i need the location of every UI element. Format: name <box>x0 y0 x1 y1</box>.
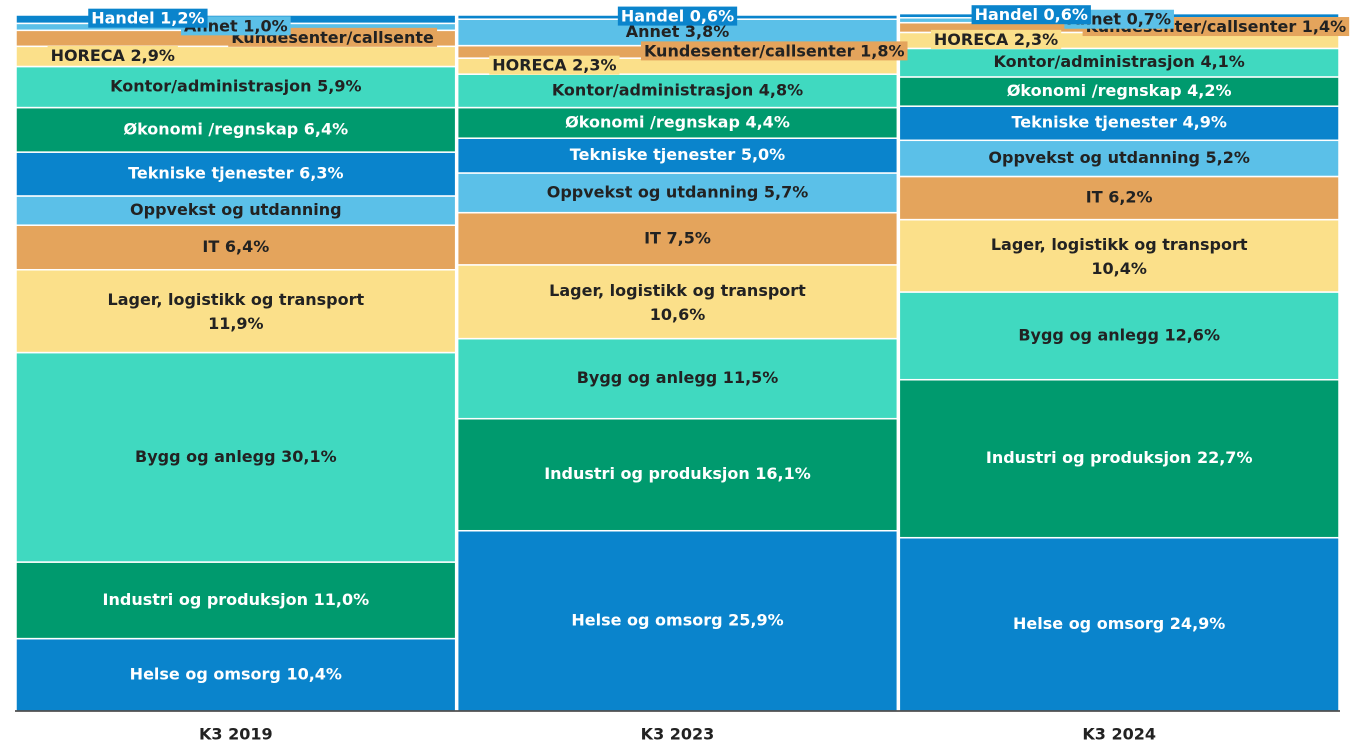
x-tick-label: K3 2023 <box>641 725 715 744</box>
x-tick-label: K3 2024 <box>1082 725 1156 744</box>
bar-segment <box>456 106 899 139</box>
data-label-line: Lager, logistikk og transport <box>549 280 806 299</box>
data-label: Tekniske tjenester 5,0% <box>570 145 785 164</box>
data-label-box <box>181 16 291 36</box>
data-label: Bygg og anlegg 11,5% <box>577 368 779 387</box>
data-label-box <box>489 55 620 75</box>
data-label-box <box>971 5 1091 25</box>
data-label-line: 11,9% <box>208 314 264 333</box>
data-label: Annet 0,7% <box>1067 10 1171 29</box>
bar-segment <box>456 264 899 340</box>
bar-segment <box>456 529 899 712</box>
bar-segment <box>898 76 1340 107</box>
data-label: Industri og produksjon 11,0% <box>103 590 370 609</box>
data-label-box <box>640 41 908 61</box>
data-label: Handel 0,6% <box>975 5 1088 24</box>
data-label: Økonomi /regnskap 4,2% <box>1007 81 1232 100</box>
bar-segment <box>456 137 899 174</box>
bar-segment <box>15 151 457 197</box>
bar-segment <box>15 106 457 153</box>
data-label-line: 10,4% <box>1091 258 1147 277</box>
data-label: IT 6,2% <box>1086 188 1153 207</box>
data-label-box <box>617 6 738 26</box>
bar-segment <box>456 73 899 109</box>
data-label: Industri og produksjon 16,1% <box>544 464 811 483</box>
data-label: Kundesenter/callsenter 1,8% <box>644 41 905 60</box>
data-label-box <box>930 29 1062 49</box>
data-label: Økonomi /regnskap 6,4% <box>123 119 348 138</box>
x-tick-label: K3 2019 <box>199 725 273 744</box>
data-label: HORECA 2,3% <box>934 30 1058 49</box>
bar-segment <box>15 637 457 712</box>
data-label: Helse og omsorg 24,9% <box>1013 614 1225 633</box>
data-label: IT 6,4% <box>202 237 269 256</box>
data-label: Annet 3,8% <box>626 22 730 41</box>
data-label: Handel 0,6% <box>621 7 734 26</box>
data-label: Helse og omsorg 10,4% <box>130 664 342 683</box>
data-label: Bygg og anlegg 30,1% <box>135 447 337 466</box>
data-label: IT 7,5% <box>644 228 711 247</box>
bar-segment <box>15 561 457 640</box>
data-label-line: Lager, logistikk og transport <box>108 290 365 309</box>
bar-segment <box>456 337 899 420</box>
bar-segment <box>15 224 457 271</box>
bar-segment <box>15 65 457 109</box>
data-label: Lager, logistikk og transport 10,6% <box>549 280 806 323</box>
data-label: Lager, logistikk og transport 10,4% <box>991 234 1248 277</box>
bar-segment <box>15 268 457 354</box>
data-label: Bygg og anlegg 12,6% <box>1018 325 1220 344</box>
data-label: Kontor/administrasjon 5,9% <box>110 77 361 96</box>
bar-segment <box>456 172 899 214</box>
data-label: Industri og produksjon 22,7% <box>986 448 1253 467</box>
data-label: Lager, logistikk og transport 11,9% <box>108 290 365 333</box>
data-label: Handel 1,2% <box>91 9 204 28</box>
data-label: Oppvekst og utdanning 5,2% <box>988 148 1250 167</box>
data-label: Annet 1,0% <box>184 16 288 35</box>
bar-segment <box>456 417 899 532</box>
data-label: Tekniske tjenester 4,9% <box>1011 113 1226 132</box>
data-label-box <box>47 45 178 65</box>
data-label: HORECA 2,3% <box>492 56 616 75</box>
data-label-line: Lager, logistikk og transport <box>991 234 1248 253</box>
data-label-line: 10,6% <box>650 304 706 323</box>
data-label: HORECA 2,9% <box>51 46 175 65</box>
data-label-box <box>88 8 208 28</box>
data-label: Oppvekst og utdanning 5,7% <box>547 182 809 201</box>
bar-segment <box>898 218 1340 293</box>
bar-segment <box>15 195 457 226</box>
bar-segment <box>898 175 1340 221</box>
data-label: Kontor/administrasjon 4,8% <box>552 80 803 99</box>
data-label: Tekniske tjenester 6,3% <box>128 164 343 183</box>
bar-segment <box>898 378 1340 539</box>
bar-segment <box>898 47 1340 78</box>
data-label: Kontor/administrasjon 4,1% <box>993 52 1244 71</box>
data-label: Oppvekst og utdanning <box>130 200 342 219</box>
bar-segment <box>898 105 1340 142</box>
data-label: Helse og omsorg 25,9% <box>571 610 783 629</box>
bar-segment <box>456 211 899 266</box>
data-label-box <box>1064 9 1174 29</box>
data-label: Økonomi /regnskap 4,4% <box>565 112 790 131</box>
